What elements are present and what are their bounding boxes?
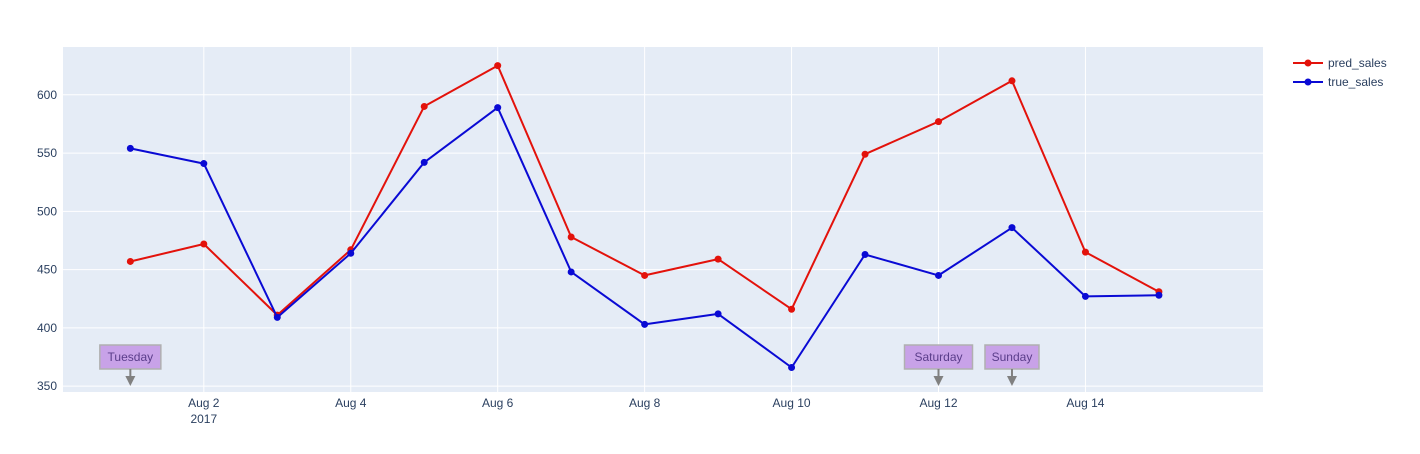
data-point-pred_sales [714,255,722,263]
legend-label: pred_sales [1328,56,1387,70]
data-point-true_sales [1155,291,1163,299]
data-point-pred_sales [200,240,208,248]
data-point-pred_sales [641,271,649,279]
y-tick-label: 600 [37,88,57,102]
annotation-label: Tuesday [108,350,154,364]
data-point-true_sales [347,249,355,257]
x-tick-sublabel: 2017 [190,412,217,426]
x-tick-label: Aug 8 [629,396,661,410]
axis-labels: 350 400 450 500 550 600 Aug 2 2017 Aug 4 Aug 6 Aug… [37,88,1105,426]
data-point-true_sales [273,313,281,321]
data-point-pred_sales [935,118,943,126]
y-tick-label: 400 [37,321,57,335]
data-point-pred_sales [861,150,869,158]
data-point-pred_sales [126,257,134,265]
y-tick-label: 500 [37,204,57,218]
legend-item-true_sales[interactable]: true_sales [1293,75,1383,89]
data-point-true_sales [494,104,502,112]
legend-marker [1304,78,1312,86]
legend[interactable]: pred_sales true_sales [1293,56,1387,89]
annotations: Tuesday Saturday Sunday [99,344,1040,386]
data-point-true_sales [714,310,722,318]
series-lines [126,62,1163,372]
annotation-arrow-head [1006,376,1017,386]
legend-marker [1304,59,1312,67]
y-tick-label: 450 [37,263,57,277]
data-point-true_sales [788,364,796,372]
data-point-pred_sales [1008,77,1016,85]
data-point-true_sales [935,271,943,279]
data-point-true_sales [420,158,428,166]
data-point-true_sales [1081,292,1089,300]
y-tick-label: 350 [37,379,57,393]
plot-area [63,47,1263,392]
grid-lines [63,47,1263,392]
data-point-true_sales [861,250,869,258]
data-point-pred_sales [494,62,502,70]
data-point-true_sales [1008,224,1016,232]
data-point-pred_sales [788,305,796,313]
data-point-true_sales [200,160,208,168]
x-tick-label: Aug 14 [1066,396,1104,410]
data-point-pred_sales [420,102,428,110]
x-tick-label: Aug 4 [335,396,367,410]
x-tick-label: Aug 12 [919,396,957,410]
annotation-arrow-head [933,376,944,386]
data-point-true_sales [567,268,575,276]
legend-label: true_sales [1328,75,1383,89]
x-tick-label: Aug 2 [188,396,220,410]
annotation-arrow-head [125,376,136,386]
annotation-label: Sunday [992,350,1033,364]
annotation-box [99,344,162,370]
x-tick-label: Aug 6 [482,396,514,410]
data-point-pred_sales [567,233,575,241]
data-point-true_sales [126,144,134,152]
annotation-label: Saturday [914,350,962,364]
data-point-true_sales [641,320,649,328]
y-tick-label: 550 [37,146,57,160]
data-point-pred_sales [1081,248,1089,256]
legend-item-pred_sales[interactable]: pred_sales [1293,56,1387,70]
x-tick-label: Aug 10 [773,396,811,410]
